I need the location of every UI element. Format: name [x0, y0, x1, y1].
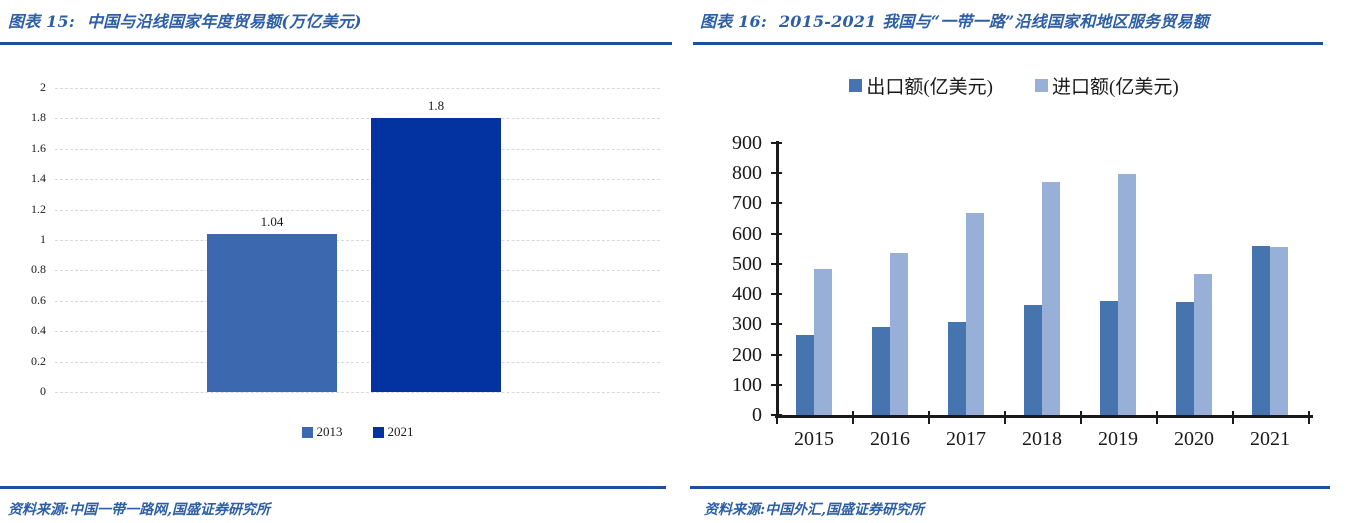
y-axis-tick-label: 700 [732, 192, 762, 215]
y-axis-tick-label: 900 [732, 132, 762, 154]
gridline [55, 209, 660, 211]
figure-15-panel: 图表 15: 中国与沿线国家年度贸易额(万亿美元) 2 1.8 1.6 1.4 1.2 1 0… [0, 8, 672, 518]
legend-item: 2013 [301, 424, 343, 440]
bar-value-label: 1.04 [260, 213, 284, 229]
x-axis-tick [776, 411, 778, 424]
gridline [55, 88, 660, 89]
x-axis-tick [1156, 411, 1158, 424]
bar-2018-series-1 [1042, 181, 1060, 415]
bar-2019-series-1 [1118, 173, 1136, 415]
legend-item: 出口额(亿美元) [849, 72, 993, 99]
x-axis-category-label: 2020 [1174, 428, 1214, 450]
gridline [55, 300, 660, 302]
figure-16-title-text: 2015-2021 我国与“一带一路”沿线国家和地区服务贸易额 [778, 12, 1209, 31]
legend-item-label: 出口额(亿美元) [866, 77, 993, 98]
bar-2017-series-1 [966, 213, 984, 415]
y-axis-tick-label: 1.4 [31, 171, 46, 186]
bar-2020-series-0 [1176, 301, 1194, 415]
y-axis-tick-label: 300 [732, 313, 762, 336]
right-chart: 900 800 700 600 500 400 300 200 100 0 2015 2016 2017… [704, 128, 1329, 468]
legend-color-swatch [1035, 79, 1048, 92]
x-axis-tick [1308, 411, 1310, 424]
legend-color-swatch [372, 426, 384, 438]
y-axis-tick-label: 100 [732, 373, 762, 396]
bar-2016-series-1 [890, 253, 908, 415]
bar-2015-series-1 [814, 269, 832, 415]
legend-item-label: 2021 [387, 424, 414, 439]
y-axis-tick-label: 0.6 [31, 292, 46, 307]
gridline [55, 179, 660, 181]
left-chart: 2 1.8 1.6 1.4 1.2 1 0.8 0.6 0.4 0.2 0 1.04 1.8 [8, 68, 666, 420]
legend-item: 进口额(亿美元) [1035, 72, 1179, 99]
bar-2021-series-0 [1252, 245, 1270, 415]
figure-15-label: 图表 15: [8, 12, 75, 31]
legend-item-label: 2013 [316, 424, 343, 439]
x-axis-tick [1080, 411, 1082, 424]
legend-color-swatch [301, 426, 313, 438]
gridline [55, 148, 660, 150]
x-axis-category-label: 2019 [1098, 428, 1138, 450]
x-axis-tick [928, 411, 930, 424]
y-axis-tick-label: 400 [732, 283, 762, 306]
y-axis-tick-label: 0 [40, 384, 46, 398]
gridline [55, 392, 660, 393]
x-axis-category-label: 2016 [870, 428, 910, 450]
y-axis-tick-label: 600 [732, 222, 762, 245]
y-axis-tick-label: 200 [732, 343, 762, 366]
figure-16-panel: 图表 16: 2015-2021 我国与“一带一路”沿线国家和地区服务贸易额 出口… [690, 0, 1346, 523]
y-axis-tick-label: 1.8 [31, 110, 46, 125]
y-axis-tick-label: 500 [732, 252, 762, 275]
figure-15-source: 资料来源:中国一带一路网,国盛证券研究所 [8, 502, 271, 518]
y-axis-tick-label: 0 [752, 404, 762, 426]
gridline [55, 240, 660, 241]
bar-value-label: 1.8 [427, 98, 445, 114]
y-axis-tick-label: 800 [732, 162, 762, 185]
figure-15-title-text: 中国与沿线国家年度贸易额(万亿美元) [86, 12, 362, 31]
figure-16-source: 资料来源:中国外汇,国盛证券研究所 [704, 502, 925, 518]
figure-16-bottom-rule [690, 486, 1330, 489]
figure-16-title: 图表 16: 2015-2021 我国与“一带一路”沿线国家和地区服务贸易额 [700, 8, 1209, 32]
legend-item-label: 进口额(亿美元) [1052, 77, 1179, 98]
bar-2021-series-1 [1270, 246, 1288, 415]
gridline [55, 270, 660, 272]
y-axis-tick-label: 1.6 [31, 140, 46, 155]
bar-2018-series-0 [1024, 304, 1042, 415]
y-axis-line [776, 141, 779, 418]
gridline [55, 331, 660, 333]
bar-2013 [207, 233, 337, 392]
legend-item: 2021 [372, 424, 414, 440]
figure-16-label: 图表 16: [700, 12, 767, 31]
figure-15-title: 图表 15: 中国与沿线国家年度贸易额(万亿美元) [8, 8, 362, 32]
x-axis-tick [852, 411, 854, 424]
x-axis-category-label: 2018 [1022, 428, 1062, 450]
x-axis-line [775, 415, 1313, 418]
y-axis-tick-label: 0.2 [31, 353, 46, 368]
y-axis-tick-label: 2 [40, 80, 46, 94]
x-axis-category-label: 2017 [946, 428, 986, 450]
figure-16-title-rule [693, 42, 1323, 45]
y-axis-tick-label: 1 [40, 232, 46, 246]
figure-15-title-rule [0, 42, 672, 45]
bar-2021 [371, 118, 501, 392]
bar-2016-series-0 [872, 327, 890, 415]
legend-color-swatch [849, 79, 863, 92]
y-axis-tick-label: 0.8 [31, 262, 46, 277]
bar-2015-series-0 [796, 334, 814, 415]
bar-2019-series-0 [1100, 300, 1118, 415]
x-axis-tick [1232, 411, 1234, 424]
bar-2017-series-0 [948, 321, 966, 415]
x-axis-tick [1004, 411, 1006, 424]
x-axis-category-label: 2015 [794, 428, 834, 450]
gridline [55, 361, 660, 363]
y-axis-tick-label: 1.2 [31, 201, 46, 216]
gridline [55, 118, 660, 120]
x-axis-category-label: 2021 [1250, 428, 1290, 450]
left-chart-legend: 2013 2021 [55, 424, 660, 440]
right-chart-legend: 出口额(亿美元) 进口额(亿美元) [704, 72, 1324, 99]
y-axis-tick-label: 0.4 [31, 323, 46, 338]
bar-2020-series-1 [1194, 273, 1212, 415]
figure-15-bottom-rule [0, 486, 666, 489]
